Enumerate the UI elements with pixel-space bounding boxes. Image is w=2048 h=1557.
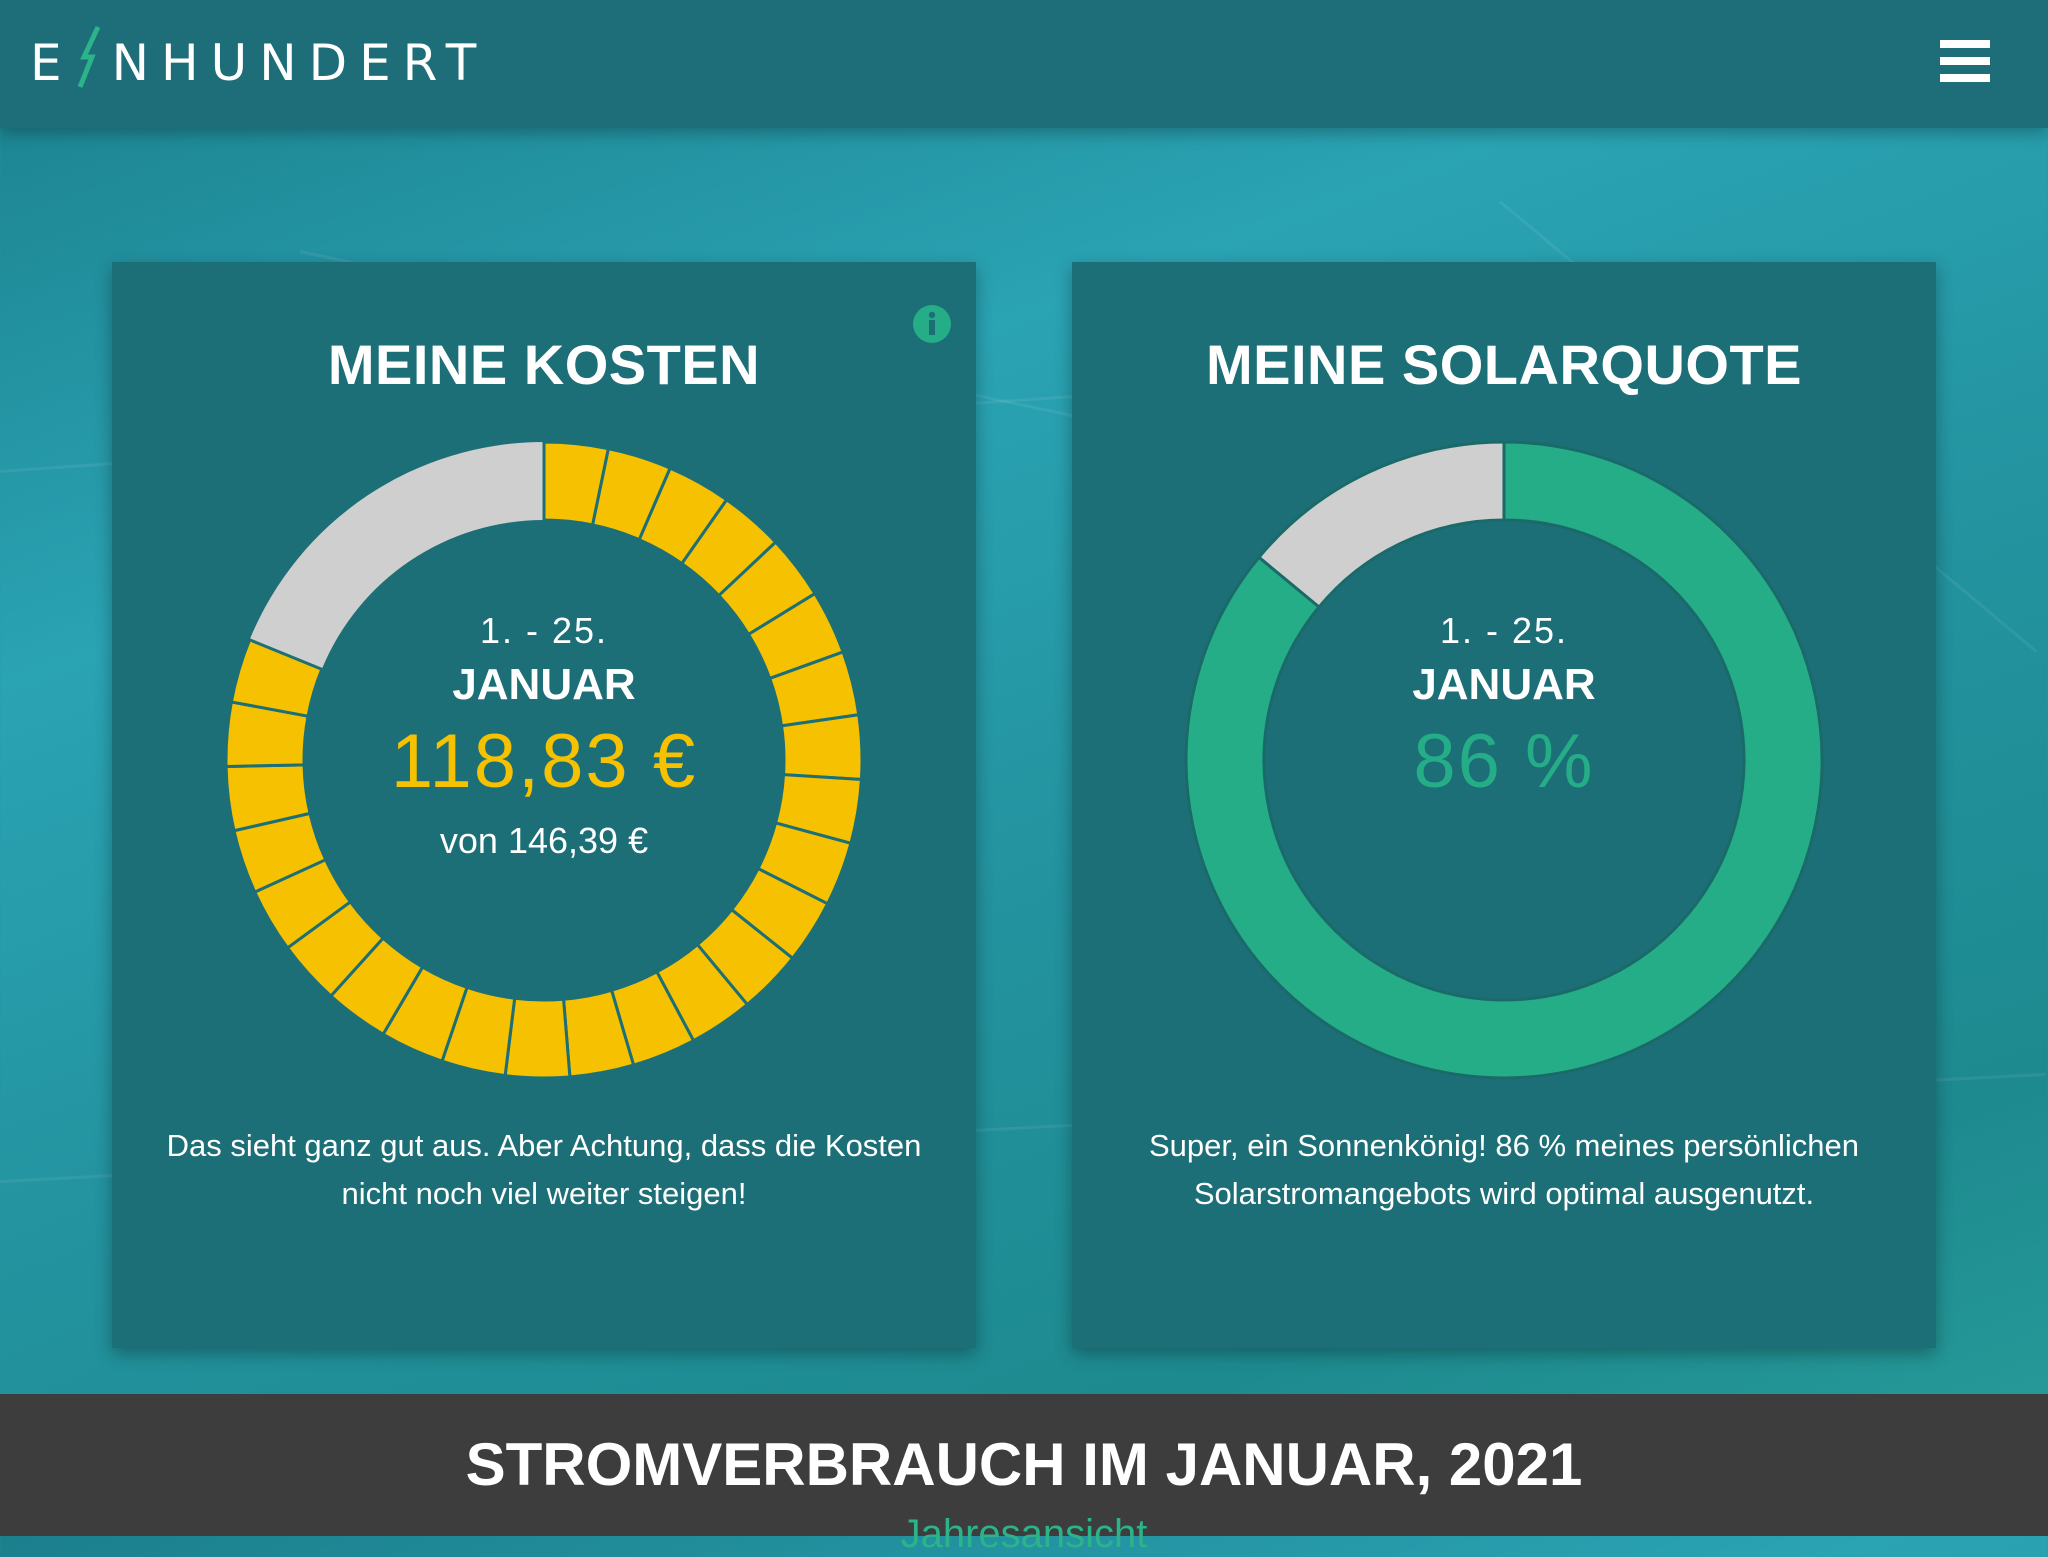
footer-section: STROMVERBRAUCH IM JANUAR, 2021 Jahresans… [0, 1394, 2048, 1556]
cost-month: JANUAR [452, 660, 636, 709]
logo-text-right: NHUNDERT [111, 34, 489, 92]
logo-text-left: E [30, 34, 74, 92]
hamburger-menu-icon[interactable] [1940, 40, 1990, 86]
info-icon[interactable] [912, 304, 952, 344]
solar-date-range: 1. - 25. [1439, 610, 1569, 651]
solar-month: JANUAR [1412, 660, 1596, 709]
cost-budget: von 146,39 € [439, 820, 649, 861]
footer-title: STROMVERBRAUCH IM JANUAR, 2021 [465, 1431, 1583, 1498]
cost-date-range: 1. - 25. [479, 610, 609, 651]
cost-card: MEINE KOSTEN 1. - 25. JANUAR 118,83 € vo… [112, 262, 976, 1348]
solar-quota-arc [1184, 440, 1824, 1080]
cost-amount: 118,83 € [390, 719, 698, 804]
solar-donut-chart [1184, 440, 1824, 1080]
cost-donut-chart [224, 440, 864, 1080]
brand-logo[interactable]: E NHUNDERT [30, 25, 489, 96]
cost-segment [229, 637, 324, 718]
solar-card-title: MEINE SOLARQUOTE [1205, 333, 1803, 396]
year-view-link[interactable]: Jahresansicht [900, 1512, 1148, 1556]
solar-remaining-arc [1256, 440, 1506, 610]
cost-donut-center: 1. - 25. JANUAR 118,83 € von 146,39 € [224, 440, 864, 1080]
cost-message: Das sieht ganz gut aus. Aber Achtung, da… [166, 1128, 922, 1211]
solar-card: MEINE SOLARQUOTE 1. - 25. JANUAR 86 % Su… [1072, 262, 1936, 1348]
solar-value: 86 % [1413, 719, 1595, 804]
cost-card-title: MEINE KOSTEN [327, 333, 761, 396]
lightning-bolt-icon [76, 25, 102, 101]
cost-remaining-arc [249, 442, 544, 670]
solar-message: Super, ein Sonnenkönig! 86 % meines pers… [1148, 1128, 1860, 1211]
solar-donut-center: 1. - 25. JANUAR 86 % [1184, 440, 1824, 1080]
top-navigation-bar: E NHUNDERT [0, 0, 2048, 128]
